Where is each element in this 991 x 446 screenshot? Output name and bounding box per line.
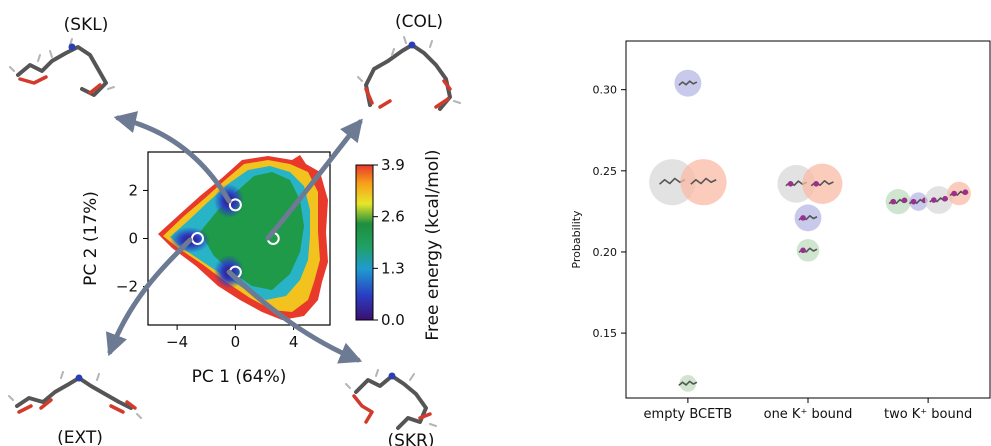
- molecule-glyph: [690, 177, 717, 185]
- state-label-skl: (SKL): [64, 15, 109, 35]
- colorbar: [355, 164, 374, 321]
- arrow-to-ext: [105, 237, 193, 357]
- transition-arrows: [105, 111, 363, 364]
- probability-points: [649, 69, 971, 392]
- arrow-to-col: [265, 118, 363, 241]
- potassium-ion-icon: [910, 198, 917, 205]
- potassium-ion-icon: [942, 195, 948, 202]
- probability-point-purple: [908, 192, 928, 211]
- potassium-ion-icon: [800, 215, 806, 221]
- colorbar-tick-label: 0.0: [381, 311, 405, 329]
- probability-bubble: [680, 159, 727, 206]
- molecule-ext: [8, 371, 142, 419]
- probability-point-green: [678, 374, 698, 392]
- probability-axes: 0.15 0.20 0.25 0.30 empty BCETB one K⁺ bound t…: [570, 84, 972, 422]
- heatmap-ytick-label: 2: [128, 181, 138, 199]
- molecule-col: [357, 36, 461, 111]
- prob-ytick-label: 0.15: [593, 327, 618, 340]
- minimum-marker: [191, 232, 205, 245]
- state-label-skr: (SKR): [387, 431, 434, 446]
- heatmap-xtick-label: 4: [289, 333, 299, 351]
- molecule-skr: [345, 369, 437, 430]
- state-label-ext: (EXT): [57, 428, 103, 446]
- potassium-ion-icon: [901, 197, 908, 204]
- probability-point-purple: [674, 69, 702, 97]
- potassium-ion-icon: [931, 197, 937, 203]
- prob-xtick-label: empty BCETB: [644, 407, 733, 422]
- molecule-glyph: [678, 80, 698, 86]
- heatmap-ytick-label: −2: [116, 278, 138, 296]
- free-energy-panel: −4 0 4 2 0 −2 PC 1 (64%) PC 2 (17%) 0.0 1.3 2.6 3.…: [8, 12, 461, 446]
- potassium-ion-icon: [787, 181, 794, 187]
- molecule-skl: [9, 38, 115, 97]
- potassium-ion-icon: [890, 198, 897, 205]
- prob-xtick-label: two K⁺ bound: [884, 407, 972, 422]
- prob-xtick-label: one K⁺ bound: [764, 407, 853, 422]
- probability-point-green: [885, 189, 911, 215]
- probability-panel: 0.15 0.20 0.25 0.30 empty BCETB one K⁺ bound t…: [570, 40, 991, 422]
- potassium-ion-icon: [813, 181, 820, 187]
- potassium-ion-icon: [800, 247, 806, 254]
- probability-point-pink: [802, 163, 843, 204]
- colorbar-tick-label: 3.9: [381, 156, 405, 174]
- colorbar-tick-label: 2.6: [381, 208, 405, 226]
- molecule-glyph: [678, 380, 698, 386]
- probability-point-green: [796, 238, 820, 262]
- colorbar-tick-label: 1.3: [381, 259, 405, 277]
- colorbar-label: Free energy (kcal/mol): [423, 149, 443, 340]
- arrow-to-skl: [113, 111, 232, 204]
- free-energy-landscape: [158, 155, 328, 320]
- heatmap-ytick-label: 0: [128, 230, 138, 248]
- minimum-marker: [228, 198, 242, 212]
- probability-point-pink: [947, 181, 971, 206]
- heatmap-axes: −4 0 4 2 0 −2 PC 1 (64%) PC 2 (17%): [81, 181, 298, 387]
- prob-ytick-label: 0.25: [593, 165, 618, 178]
- arrow-to-skr: [226, 269, 363, 364]
- potassium-ion-icon: [951, 190, 957, 197]
- potassium-ion-icon: [962, 189, 969, 195]
- prob-ylabel: Probability: [570, 210, 583, 269]
- prob-ytick-label: 0.20: [593, 246, 618, 259]
- probability-point-grey: [924, 186, 953, 214]
- heatmap-ylabel: PC 2 (17%): [81, 191, 101, 286]
- probability-point-purple: [794, 204, 822, 232]
- heatmap-xtick-label: −4: [166, 333, 188, 351]
- probability-point-pink: [680, 159, 727, 206]
- colorbar-ticks: 0.0 1.3 2.6 3.9: [373, 156, 405, 329]
- heatmap-xtick-label: 0: [231, 333, 241, 351]
- heatmap-xlabel: PC 1 (64%): [192, 367, 287, 387]
- state-label-col: (COL): [395, 12, 443, 32]
- prob-ytick-label: 0.30: [593, 84, 618, 97]
